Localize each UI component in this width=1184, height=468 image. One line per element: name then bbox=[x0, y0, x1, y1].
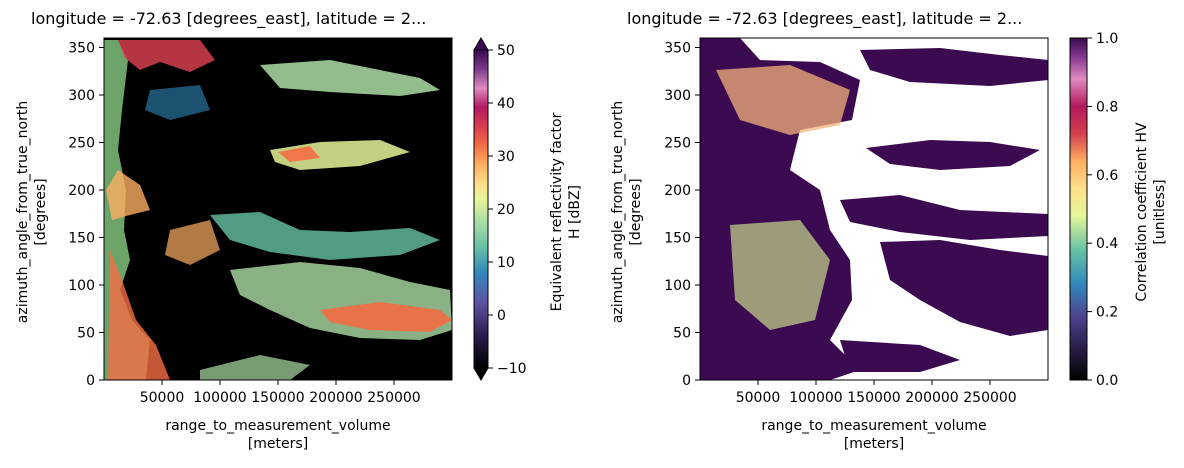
panel2-colorbar-tick-label: 1.0 bbox=[1096, 31, 1118, 47]
panel2-ylabel: azimuth_angle_from_true_north bbox=[610, 101, 626, 323]
panel2-xtick-label: 100000 bbox=[789, 390, 842, 406]
panel1-xtick-label: 150000 bbox=[251, 390, 304, 406]
panel1-echo-band-150 bbox=[210, 212, 440, 260]
panel2-ytick-label: 200 bbox=[664, 183, 691, 199]
panel1-colorbar-tick-label: 50 bbox=[497, 43, 515, 59]
panel1-colorbar-tick-label: 0 bbox=[497, 308, 506, 324]
panel1-xtick-label: 100000 bbox=[193, 390, 246, 406]
panel1-echo-top-right bbox=[260, 60, 440, 96]
panel1-ytick-label: 300 bbox=[68, 88, 95, 104]
panel1-colorbar-extend-top bbox=[473, 37, 489, 51]
panel1-colorbar-tick-label: 20 bbox=[497, 202, 515, 218]
panel2-ytick-label: 100 bbox=[664, 278, 691, 294]
panel2-radar-field bbox=[700, 38, 1048, 380]
panel1-ytick-label: 200 bbox=[68, 183, 95, 199]
panel1-xlabel: range_to_measurement_volume bbox=[165, 418, 390, 434]
panel2-colorbar-tick-label: 0.8 bbox=[1096, 99, 1118, 115]
panel1-ytick-label: 350 bbox=[68, 41, 95, 57]
panel2-colorbar: 0.0 0.2 0.4 0.6 0.8 1.0 Correlation coefficie… bbox=[1069, 31, 1168, 389]
panel2-colorbar-tick-label: 0.4 bbox=[1096, 236, 1118, 252]
panel2-ytick-label: 150 bbox=[664, 231, 691, 247]
panel1-colorbar-label: Equivalent reflectivity factor bbox=[549, 112, 565, 311]
panel2-echo-noise-lower bbox=[730, 220, 830, 330]
panel1-colorbar-ticks: −10 0 10 20 30 40 50 bbox=[488, 43, 527, 377]
panel1-ytick-label: 150 bbox=[68, 231, 95, 247]
panel2-echo-noise-upper bbox=[716, 65, 850, 135]
panel2-echo-bottom bbox=[840, 340, 960, 372]
panel1-xunit: [meters] bbox=[248, 436, 308, 452]
panel2-xtick-label: 50000 bbox=[736, 390, 781, 406]
panel2-colorbar-tick-label: 0.6 bbox=[1096, 168, 1118, 184]
panel2-colorbar-tick-label: 0.2 bbox=[1096, 305, 1118, 321]
panel1-colorbar-tick-label: 30 bbox=[497, 149, 515, 165]
panel2-xlabel: range_to_measurement_volume bbox=[761, 418, 986, 434]
panel1-yunit: [degrees] bbox=[33, 178, 49, 245]
panel1-xtick-label: 200000 bbox=[309, 390, 362, 406]
panel1-colorbar-unit: H [dBZ] bbox=[567, 185, 583, 239]
panel2-colorbar-label: Correlation coefficient HV bbox=[1134, 122, 1150, 302]
panel1-echo-top-arc bbox=[118, 40, 215, 72]
panel1-ytick-label: 0 bbox=[86, 373, 95, 389]
panel2-title: longitude = -72.63 [degrees_east], latit… bbox=[627, 9, 1022, 29]
panel1-echo-mid bbox=[165, 220, 220, 265]
panel1-xtick-label: 250000 bbox=[367, 390, 420, 406]
panel1-echo-west-upper bbox=[106, 170, 150, 220]
panel1-colorbar-extend-bottom bbox=[473, 367, 489, 381]
panel2-yunit: [degrees] bbox=[628, 178, 644, 245]
panel1-ytick-label: 250 bbox=[68, 136, 95, 152]
panel2-colorbar-body bbox=[1069, 37, 1088, 381]
panel1-y-axis: 0 50 100 150 200 250 300 350 bbox=[68, 41, 104, 389]
panel2-xtick-label: 200000 bbox=[905, 390, 958, 406]
panel1-colorbar: −10 0 10 20 30 40 50 Equivalent reflectivity f… bbox=[473, 37, 583, 381]
panel2-y-axis: 0 50 100 150 200 250 300 350 bbox=[664, 41, 700, 389]
panel2-ytick-label: 50 bbox=[673, 326, 691, 342]
panel1-radar-field bbox=[104, 40, 452, 380]
panel-correlation: longitude = -72.63 [degrees_east], latit… bbox=[610, 9, 1168, 452]
panel1-echo-band-80-core bbox=[320, 302, 452, 332]
panel1-ytick-label: 100 bbox=[68, 278, 95, 294]
panel2-ytick-label: 0 bbox=[682, 373, 691, 389]
panel2-ytick-label: 250 bbox=[664, 136, 691, 152]
panel2-colorbar-ticks: 0.0 0.2 0.4 0.6 0.8 1.0 bbox=[1087, 31, 1118, 389]
panel1-ytick-label: 50 bbox=[77, 326, 95, 342]
panel2-echo-band-250 bbox=[866, 140, 1040, 170]
panel1-ylabel: azimuth_angle_from_true_north bbox=[15, 101, 31, 323]
panel1-echo-west-core bbox=[108, 250, 170, 380]
panel1-colorbar-tick-label: 40 bbox=[497, 96, 515, 112]
panel2-echo-top-right bbox=[860, 48, 1048, 86]
panel1-echo-bottom bbox=[200, 355, 310, 380]
panel1-colorbar-tick-label: −10 bbox=[497, 361, 527, 377]
panel2-colorbar-tick-label: 0.0 bbox=[1096, 373, 1118, 389]
panel1-x-axis: 50000 100000 150000 200000 250000 bbox=[140, 380, 421, 406]
panel2-xtick-label: 150000 bbox=[847, 390, 900, 406]
panel2-colorbar-unit: [unitless] bbox=[1152, 179, 1168, 244]
panel2-xunit: [meters] bbox=[844, 436, 904, 452]
panel1-colorbar-tick-label: 10 bbox=[497, 255, 515, 271]
panel2-ytick-label: 350 bbox=[664, 41, 691, 57]
panel2-xtick-label: 250000 bbox=[963, 390, 1016, 406]
panel-reflectivity: longitude = -72.63 [degrees_east], latit… bbox=[15, 9, 583, 452]
panel1-colorbar-body bbox=[473, 49, 489, 369]
panel1-xtick-label: 50000 bbox=[140, 390, 185, 406]
panel2-ytick-label: 300 bbox=[664, 88, 691, 104]
panel2-echo-band-100 bbox=[880, 240, 1048, 336]
panel1-title: longitude = -72.63 [degrees_east], latit… bbox=[31, 9, 426, 29]
panel2-echo-band-160 bbox=[840, 195, 1048, 240]
panel1-echo-upper-mid bbox=[145, 85, 210, 120]
panel2-x-axis: 50000 100000 150000 200000 250000 bbox=[736, 380, 1017, 406]
panel1-echo-band-250-core bbox=[278, 146, 320, 162]
